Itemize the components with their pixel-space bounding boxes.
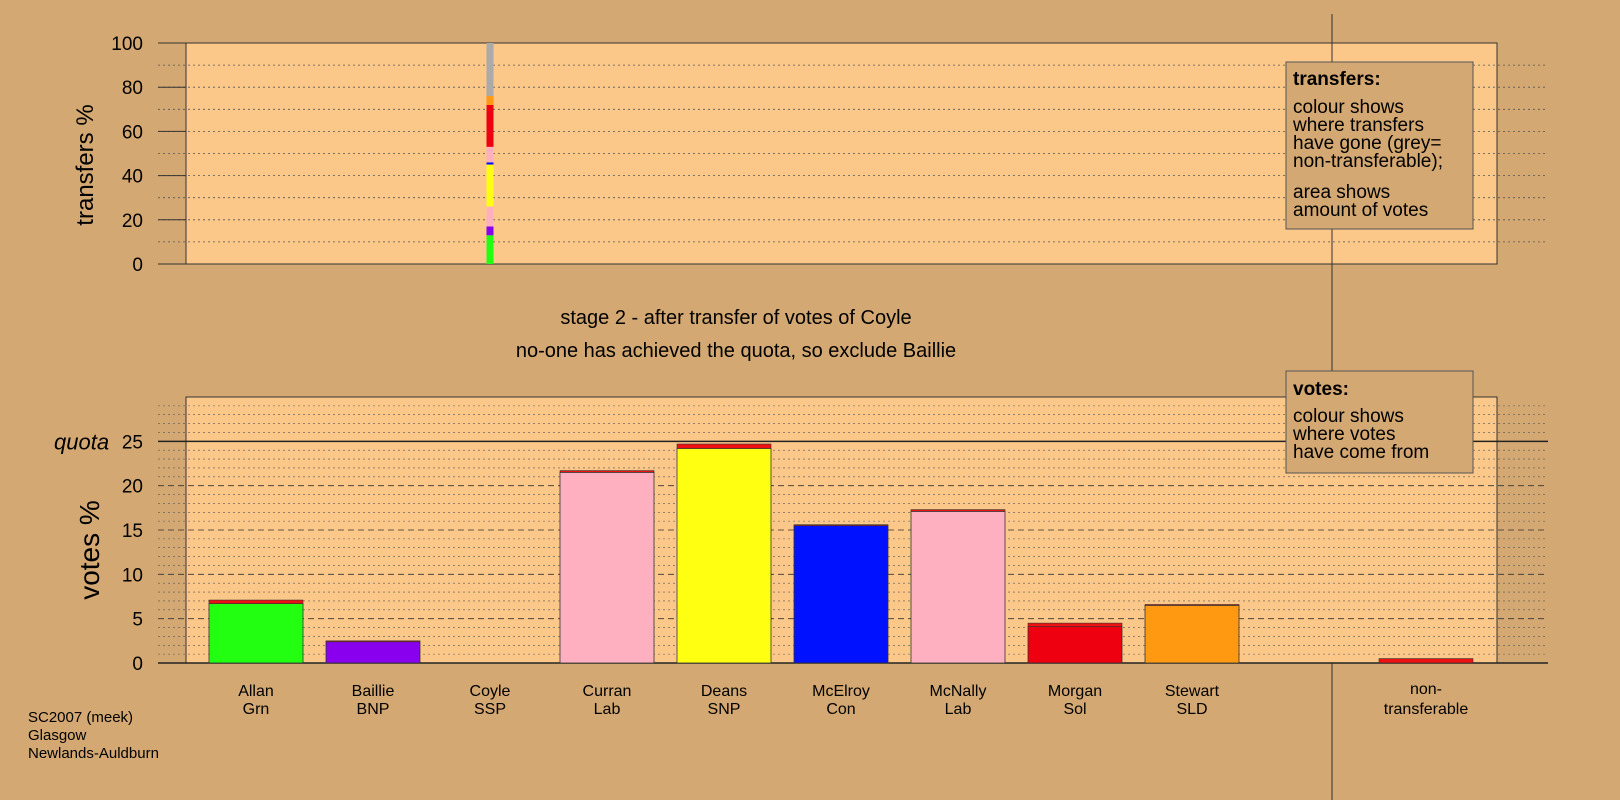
nontransferable-bar — [1378, 658, 1474, 664]
footer-line: SC2007 (meek) — [28, 709, 133, 726]
y-tick-label: 25 — [122, 432, 143, 453]
y-tick-label: 60 — [122, 122, 143, 143]
candidate-party: Lab — [945, 701, 972, 718]
candidate-party: Grn — [243, 701, 270, 718]
y-axis-label: transfers % — [72, 104, 99, 225]
transfers-legend-line: colour shows — [1293, 97, 1404, 118]
candidate-name: Coyle — [470, 683, 511, 700]
quota-label: quota — [54, 429, 109, 454]
vote-bar — [559, 471, 655, 664]
votes-legend: votes: colour shows where votes have com… — [1285, 370, 1474, 474]
transfer-segment — [486, 146, 494, 163]
transfers-chart: 0 20 40 60 80 100 transfers % — [72, 34, 1548, 276]
vote-bar — [910, 510, 1006, 664]
vote-bar-transfer — [793, 524, 889, 526]
candidate-name: McElroy — [812, 683, 870, 700]
candidate-name: Curran — [583, 683, 632, 700]
transfer-segment — [486, 104, 494, 147]
transfer-segment — [486, 164, 494, 207]
y-tick-label: 0 — [132, 654, 143, 675]
vote-bar-transfer — [559, 470, 655, 473]
y-tick-label: 100 — [111, 34, 143, 55]
vote-bar — [325, 641, 421, 664]
candidate-name: Morgan — [1048, 683, 1102, 700]
candidate-name: Stewart — [1165, 683, 1220, 700]
transfers-legend: transfers: colour shows where transfers … — [1285, 61, 1474, 230]
candidate-party: SLD — [1176, 701, 1207, 718]
vote-bar-transfer — [325, 640, 421, 643]
transfers-legend-line: have gone (grey= — [1293, 133, 1441, 154]
candidate-party: Lab — [594, 701, 621, 718]
y-axis-label: votes % — [74, 500, 105, 600]
candidate-party: Con — [826, 701, 855, 718]
votes-legend-line: where votes — [1292, 424, 1395, 445]
transfers-legend-box — [1285, 61, 1474, 230]
votes-legend-line: have come from — [1293, 442, 1429, 463]
votes-legend-line: colour shows — [1293, 406, 1404, 427]
y-tick-label: 15 — [122, 521, 143, 542]
votes-legend-title: votes: — [1293, 379, 1349, 400]
y-tick-label: 40 — [122, 167, 143, 188]
y-tick-label: 20 — [122, 477, 143, 498]
candidate-party: SSP — [474, 701, 506, 718]
vote-bar — [793, 525, 889, 664]
vote-bar — [1027, 626, 1123, 664]
transfer-segment — [486, 96, 494, 105]
nontransferable-label: transferable — [1384, 701, 1469, 718]
transfer-segment — [486, 235, 494, 264]
vote-bar — [676, 448, 772, 664]
vote-bar-transfer — [910, 509, 1006, 512]
transfers-legend-title: transfers: — [1293, 69, 1381, 90]
transfers-legend-line: amount of votes — [1293, 200, 1428, 221]
candidate-party: SNP — [708, 701, 741, 718]
transfers-legend-line: non-transferable); — [1293, 151, 1443, 172]
y-tick-label: 20 — [122, 211, 143, 232]
nontransferable-label: non- — [1410, 681, 1442, 698]
transfer-segment — [486, 43, 494, 97]
vote-bar-transfer — [208, 599, 304, 604]
candidate-party: BNP — [357, 701, 390, 718]
footer-line: Newlands-Auldburn — [28, 745, 159, 762]
candidate-name: McNally — [930, 683, 987, 700]
candidate-name: Deans — [701, 683, 747, 700]
transfer-segment — [486, 206, 494, 227]
vote-bar — [208, 603, 304, 664]
votes-legend-box — [1285, 370, 1474, 474]
candidate-party: Sol — [1063, 701, 1086, 718]
vote-bar-transfer — [1027, 622, 1123, 627]
candidate-name: Allan — [238, 683, 274, 700]
vote-bar-transfer — [1144, 604, 1240, 606]
transfers-legend-line: area shows — [1293, 182, 1390, 203]
stage-title: stage 2 - after transfer of votes of Coy… — [560, 307, 911, 329]
y-tick-label: 0 — [132, 255, 143, 276]
stage-status: no-one has achieved the quota, so exclud… — [516, 340, 956, 362]
y-tick-label: 80 — [122, 78, 143, 99]
y-tick-label: 5 — [132, 610, 143, 631]
footer-line: Glasgow — [28, 727, 87, 744]
transfer-segment — [486, 162, 494, 165]
candidate-name: Baillie — [352, 683, 395, 700]
vote-bar — [1144, 604, 1240, 664]
transfers-legend-line: where transfers — [1292, 115, 1424, 136]
transfer-segment — [486, 226, 494, 236]
vote-bar-transfer — [676, 443, 772, 449]
y-tick-label: 10 — [122, 565, 143, 586]
